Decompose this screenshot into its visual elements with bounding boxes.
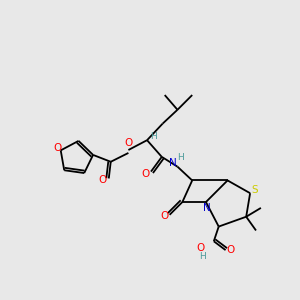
Text: N: N <box>169 158 176 168</box>
Text: H: H <box>177 153 184 162</box>
Text: N: N <box>203 203 211 213</box>
Text: O: O <box>124 138 133 148</box>
Text: O: O <box>141 169 149 178</box>
Text: O: O <box>160 211 169 221</box>
Text: S: S <box>252 185 258 195</box>
Text: H: H <box>151 132 157 141</box>
Text: O: O <box>196 243 204 253</box>
Text: O: O <box>99 176 107 185</box>
Text: H: H <box>199 253 206 262</box>
Text: O: O <box>54 143 62 153</box>
Text: O: O <box>226 245 235 255</box>
